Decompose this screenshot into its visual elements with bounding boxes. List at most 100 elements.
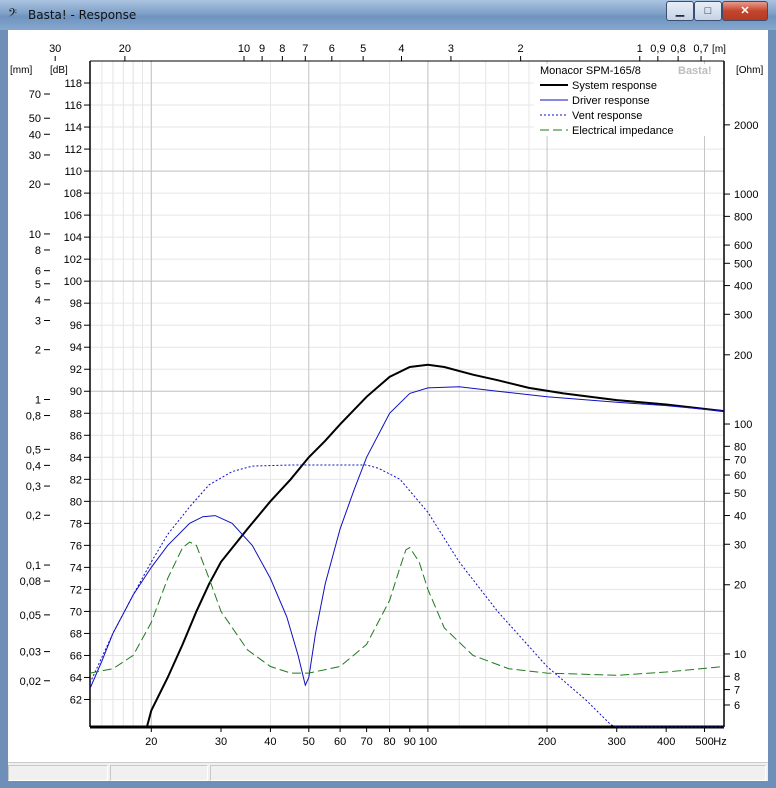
db-tick-label: 96: [70, 320, 82, 332]
db-tick-label: 104: [64, 232, 82, 244]
x-tick-label: 70: [360, 736, 372, 748]
wavelength-tick-label: 2: [518, 43, 524, 55]
mm-tick-label: 40: [29, 129, 41, 141]
ohm-tick-label: 800: [734, 211, 752, 223]
ohm-tick-label: 8: [734, 671, 740, 683]
mm-tick-label: 8: [35, 245, 41, 257]
ohm-tick-label: 2000: [734, 120, 758, 132]
db-tick-label: 102: [64, 254, 82, 266]
db-tick-label: 86: [70, 430, 82, 442]
ohm-tick-label: 7: [734, 685, 740, 697]
mm-tick-label: 6: [35, 266, 41, 278]
x-tick-label: 40: [264, 736, 276, 748]
x-tick-label: 80: [383, 736, 395, 748]
db-tick-label: 114: [64, 122, 82, 134]
legend-label: Driver response: [572, 95, 650, 107]
x-tick-label: 500: [695, 736, 713, 748]
db-tick-label: 76: [70, 540, 82, 552]
mm-tick-label: 0,8: [26, 411, 41, 423]
ohm-tick-label: 300: [734, 309, 752, 321]
status-pane: [210, 765, 766, 781]
db-tick-label: 66: [70, 650, 82, 662]
mm-tick-label: 0,5: [26, 444, 41, 456]
db-tick-label: 90: [70, 386, 82, 398]
close-button[interactable]: ✕: [722, 1, 768, 21]
db-axis-unit: [dB]: [50, 65, 68, 76]
mm-tick-label: 5: [35, 279, 41, 291]
status-pane: [8, 765, 108, 781]
mm-axis-unit: [mm]: [10, 65, 32, 76]
db-tick-label: 88: [70, 408, 82, 420]
series-line: [145, 363, 725, 728]
db-tick-label: 118: [64, 78, 82, 90]
series-line: [89, 464, 724, 728]
db-tick-label: 72: [70, 584, 82, 596]
mm-tick-label: 0,4: [26, 460, 41, 472]
legend-label: Electrical impedance: [572, 125, 674, 137]
ohm-tick-label: 200: [734, 350, 752, 362]
db-tick-label: 110: [64, 166, 82, 178]
mm-tick-label: 0,2: [26, 510, 41, 522]
ohm-tick-label: 1000: [734, 189, 758, 201]
wavelength-tick-label: 0,9: [650, 43, 665, 55]
wavelength-tick-label: 3: [448, 43, 454, 55]
x-tick-label: 30: [215, 736, 227, 748]
ohm-tick-label: 80: [734, 441, 746, 453]
mm-tick-label: 70: [29, 89, 41, 101]
legend-title: Monacor SPM-165/8: [540, 65, 641, 77]
window-title: Basta! - Response: [28, 8, 137, 22]
wavelength-tick-label: 8: [279, 43, 285, 55]
legend-label: System response: [572, 80, 657, 92]
wavelength-tick-label: 0,7: [693, 43, 708, 55]
ohm-tick-label: 500: [734, 258, 752, 270]
db-tick-label: 92: [70, 364, 82, 376]
legend-label: Vent response: [572, 110, 642, 122]
db-tick-label: 84: [70, 452, 82, 464]
ohm-tick-label: 20: [734, 580, 746, 592]
x-axis-unit: Hz: [713, 736, 726, 748]
wavelength-tick-label: 30: [49, 43, 61, 55]
mm-tick-label: 0,02: [20, 676, 41, 688]
x-tick-label: 400: [657, 736, 675, 748]
db-tick-label: 80: [70, 496, 82, 508]
db-tick-label: 100: [64, 276, 82, 288]
x-tick-label: 100: [419, 736, 437, 748]
minimize-button[interactable]: ▁: [666, 1, 694, 21]
mm-tick-label: 30: [29, 150, 41, 162]
ohm-tick-label: 70: [734, 455, 746, 467]
mm-tick-label: 0,3: [26, 481, 41, 493]
title-bar[interactable]: 𝄢 Basta! - Response ▁ □ ✕: [0, 0, 776, 30]
wavelength-tick-label: 1: [637, 43, 643, 55]
wavelength-tick-label: 10: [238, 43, 250, 55]
wavelength-tick-label: 5: [360, 43, 366, 55]
mm-tick-label: 10: [29, 229, 41, 241]
ohm-axis-unit: [Ohm]: [736, 65, 763, 76]
x-tick-label: 200: [538, 736, 556, 748]
response-chart: 6264666870727476788082848688909294969810…: [10, 43, 763, 748]
series-line: [89, 541, 725, 676]
wavelength-axis-unit: [m]: [712, 44, 726, 55]
db-tick-label: 94: [70, 342, 82, 354]
maximize-button[interactable]: □: [694, 1, 722, 21]
db-tick-label: 82: [70, 474, 82, 486]
db-tick-label: 64: [70, 672, 82, 684]
db-tick-label: 70: [70, 606, 82, 618]
db-tick-label: 108: [64, 188, 82, 200]
mm-tick-label: 3: [35, 316, 41, 328]
mm-tick-label: 20: [29, 179, 41, 191]
wavelength-tick-label: 9: [259, 43, 265, 55]
wavelength-tick-label: 6: [329, 43, 335, 55]
db-tick-label: 62: [70, 694, 82, 706]
mm-tick-label: 50: [29, 113, 41, 125]
wavelength-tick-label: 20: [119, 43, 131, 55]
ohm-tick-label: 40: [734, 511, 746, 523]
db-tick-label: 116: [64, 100, 82, 112]
ohm-tick-label: 400: [734, 281, 752, 293]
mm-tick-label: 0,05: [20, 610, 41, 622]
db-tick-label: 74: [70, 562, 82, 574]
mm-tick-label: 0,03: [20, 647, 41, 659]
x-tick-label: 50: [303, 736, 315, 748]
ohm-tick-label: 50: [734, 488, 746, 500]
x-tick-label: 90: [404, 736, 416, 748]
